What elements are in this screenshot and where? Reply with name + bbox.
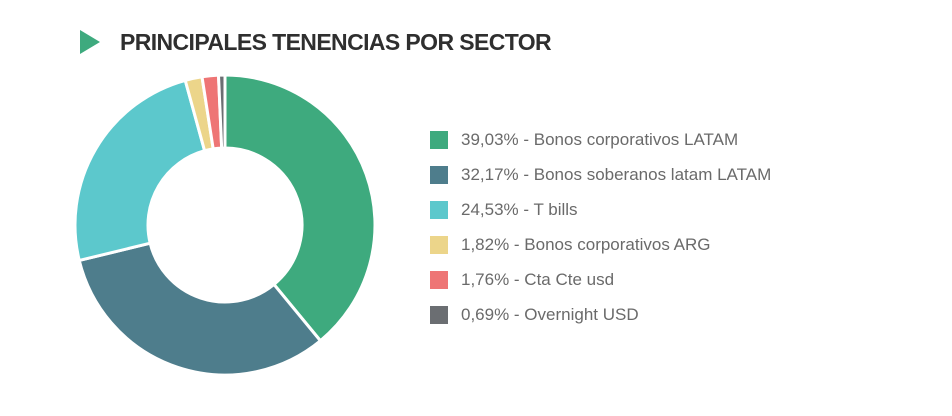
pie-slice-overnight-usd bbox=[216, 73, 227, 150]
legend-label: 0,69% - Overnight USD bbox=[461, 304, 639, 324]
legend-item: 39,03% - Bonos corporativos LATAM bbox=[430, 122, 771, 157]
legend-label: 1,76% - Cta Cte usd bbox=[461, 269, 615, 289]
legend-item: 32,17% - Bonos soberanos latam LATAM bbox=[430, 157, 771, 192]
legend-swatch bbox=[430, 130, 448, 149]
legend-label: 32,17% - Bonos soberanos latam LATAM bbox=[461, 164, 772, 184]
legend-swatch bbox=[430, 165, 448, 184]
legend-item: 1,82% - Bonos corporativos ARG bbox=[430, 227, 771, 262]
chart-header: PRINCIPALES TENENCIAS POR SECTOR bbox=[80, 26, 552, 58]
legend-label: 24,53% - T bills bbox=[461, 199, 578, 219]
legend-swatch bbox=[430, 270, 448, 289]
legend-item: 24,53% - T bills bbox=[430, 192, 771, 227]
legend-label: 39,03% - Bonos corporativos LATAM bbox=[461, 129, 739, 149]
legend-swatch bbox=[430, 200, 448, 219]
chart-title: PRINCIPALES TENENCIAS POR SECTOR bbox=[120, 28, 552, 55]
legend-item: 1,76% - Cta Cte usd bbox=[430, 262, 771, 297]
play-arrow-icon bbox=[80, 30, 100, 54]
pie-slice-bonos-corporativos-latam bbox=[223, 73, 377, 343]
legend-swatch bbox=[430, 305, 448, 324]
legend-swatch bbox=[430, 235, 448, 254]
legend-item: 0,69% - Overnight USD bbox=[430, 297, 771, 332]
chart-legend: 39,03% - Bonos corporativos LATAM 32,17%… bbox=[430, 122, 771, 332]
pie-slice-bonos-soberanos-latam-latam bbox=[77, 241, 322, 377]
donut-chart bbox=[73, 73, 377, 377]
legend-label: 1,82% - Bonos corporativos ARG bbox=[461, 234, 711, 254]
pie-slice-t-bills bbox=[73, 78, 207, 262]
